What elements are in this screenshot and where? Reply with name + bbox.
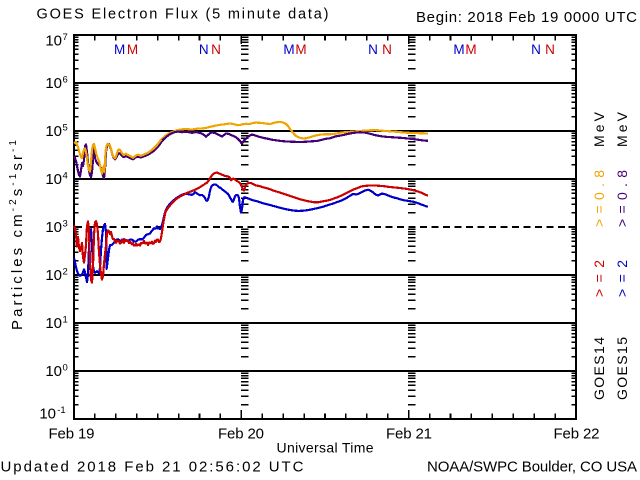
svg-text:0: 0 (63, 363, 68, 374)
svg-text:Universal Time: Universal Time (277, 440, 374, 456)
svg-text:10: 10 (45, 219, 62, 236)
svg-text:Updated 2018 Feb 21 02:56:02 U: Updated 2018 Feb 21 02:56:02 UTC (1, 459, 304, 476)
svg-text:10: 10 (45, 123, 62, 140)
svg-text:Feb 22: Feb 22 (554, 426, 600, 443)
svg-text:-1: -1 (57, 405, 65, 416)
svg-text:>=2: >=2 (591, 260, 607, 297)
svg-text:10: 10 (45, 171, 62, 188)
svg-text:M: M (283, 42, 294, 57)
svg-text:M: M (453, 42, 464, 57)
svg-text:M: M (465, 42, 476, 57)
svg-text:6: 6 (63, 75, 68, 86)
svg-text:N: N (211, 42, 221, 57)
svg-text:NOAA/SWPC Boulder, CO USA: NOAA/SWPC Boulder, CO USA (427, 459, 637, 476)
svg-text:Particles cm-2s-1sr-1: Particles cm-2s-1sr-1 (8, 140, 26, 330)
svg-text:>=0.8: >=0.8 (591, 170, 607, 227)
svg-text:MeV: MeV (591, 111, 607, 147)
svg-text:M: M (127, 42, 138, 57)
svg-text:N: N (382, 42, 392, 57)
svg-text:10: 10 (45, 363, 62, 380)
svg-text:3: 3 (63, 219, 68, 230)
svg-text:2: 2 (63, 267, 68, 278)
svg-text:GOES14: GOES14 (591, 337, 607, 400)
svg-text:Feb 19: Feb 19 (49, 426, 95, 443)
svg-text:10: 10 (39, 406, 56, 423)
svg-text:M: M (295, 42, 306, 57)
svg-text:10: 10 (45, 315, 62, 332)
svg-text:N: N (545, 42, 555, 57)
svg-text:GOES Electron Flux (5 minute d: GOES Electron Flux (5 minute data) (37, 7, 329, 23)
svg-text:10: 10 (45, 33, 62, 50)
svg-text:MeV: MeV (614, 111, 630, 147)
svg-text:7: 7 (63, 32, 68, 43)
svg-text:GOES15: GOES15 (614, 337, 630, 400)
svg-text:4: 4 (63, 171, 68, 182)
svg-text:>=2: >=2 (614, 260, 630, 297)
svg-text:10: 10 (45, 267, 62, 284)
svg-text:>=0.8: >=0.8 (614, 170, 630, 227)
svg-text:N: N (531, 42, 541, 57)
svg-text:Feb 20: Feb 20 (218, 426, 264, 443)
svg-text:5: 5 (63, 123, 68, 134)
svg-text:1: 1 (63, 315, 68, 326)
svg-text:Begin: 2018 Feb 19 0000 UTC: Begin: 2018 Feb 19 0000 UTC (416, 9, 637, 26)
svg-text:N: N (368, 42, 378, 57)
svg-text:M: M (114, 42, 125, 57)
svg-text:N: N (199, 42, 209, 57)
svg-text:Feb 21: Feb 21 (386, 426, 432, 443)
svg-text:10: 10 (45, 75, 62, 92)
